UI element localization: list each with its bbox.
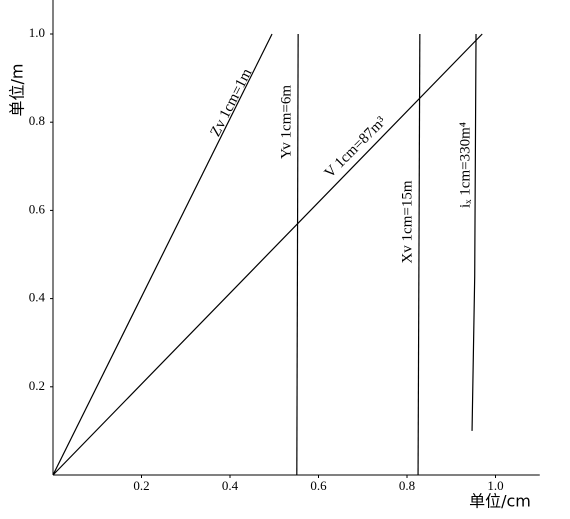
y-tick-label: 0.2 xyxy=(29,378,45,393)
line-label: Yv 1cm=6m xyxy=(278,85,294,159)
x-tick-label: 0.8 xyxy=(399,478,415,493)
line xyxy=(52,33,483,476)
line xyxy=(52,33,273,476)
line-label: Zv 1cm=1m xyxy=(208,66,256,139)
line-label: V 1cm=87m³ xyxy=(322,113,390,181)
y-tick-label: 0.4 xyxy=(29,290,46,305)
line xyxy=(296,33,299,476)
y-tick-label: 1.0 xyxy=(29,25,45,40)
line xyxy=(417,33,421,476)
x-tick-label: 0.2 xyxy=(133,478,149,493)
x-axis-label: 单位/cm xyxy=(469,492,531,511)
x-tick-label: 0.4 xyxy=(222,478,239,493)
line-label: Xv 1cm=15m xyxy=(399,180,415,263)
y-tick-label: 0.6 xyxy=(29,201,46,216)
y-axis-label: 单位/m xyxy=(8,64,27,117)
line xyxy=(471,33,477,431)
line-label: iₓ 1cm=330m⁴ xyxy=(457,122,473,208)
y-tick-label: 0.8 xyxy=(29,113,45,128)
x-tick-label: 1.0 xyxy=(487,478,503,493)
x-tick-label: 0.6 xyxy=(310,478,327,493)
